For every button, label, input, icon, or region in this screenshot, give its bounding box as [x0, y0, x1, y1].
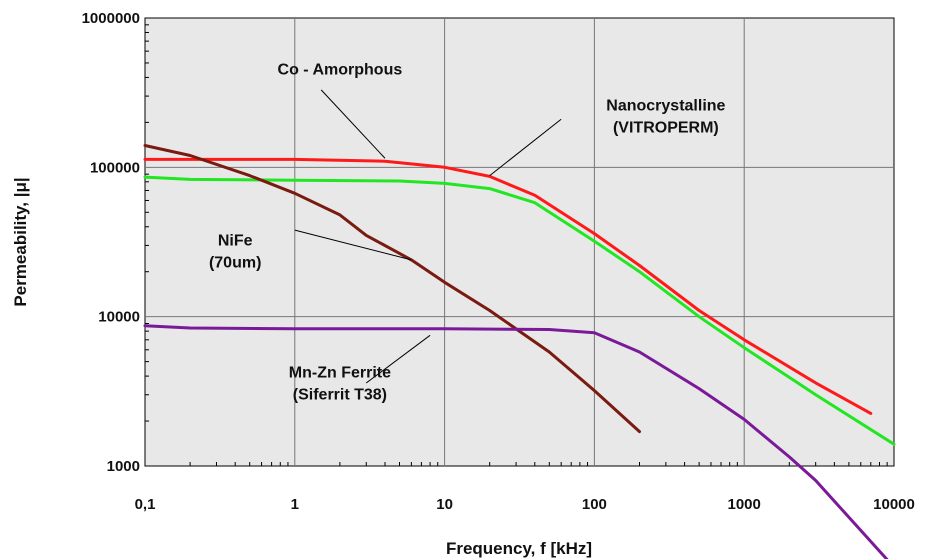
y-tick-label: 1000000	[82, 10, 140, 27]
annotation-co-amorphous-line1: Co - Amorphous	[278, 61, 403, 78]
annotation-mn-zn-ferrite-line2: (Siferrit T38)	[293, 387, 387, 404]
y-axis-title: Permeability, |μ|	[11, 177, 30, 306]
annotation-nife-line1: NiFe	[218, 232, 253, 249]
annotation-nife-line2: (70um)	[209, 254, 261, 271]
annotation-mn-zn-ferrite-line1: Mn-Zn Ferrite	[289, 365, 391, 382]
series-nife	[143, 144, 641, 434]
x-tick-label: 1000	[728, 496, 761, 513]
y-tick-label: 100000	[90, 159, 140, 176]
annotation-nanocrystalline-line1: Nanocrystalline	[606, 98, 725, 115]
annotation-nanocrystalline-line2: (VITROPERM)	[613, 120, 719, 137]
series-mn-zn-ferrite	[143, 324, 889, 559]
annotations: Co - Amorphous Nanocrystalline (VITROPERM)…	[209, 61, 726, 403]
grid	[145, 18, 894, 466]
x-tick-label: 10	[436, 496, 453, 513]
leader-line-co-amorphous	[320, 89, 386, 159]
x-tick-label: 10000	[873, 496, 915, 513]
x-tick-label: 1	[291, 496, 299, 513]
series-nanocrystalline	[143, 175, 896, 446]
x-tick-label: 100	[582, 496, 607, 513]
x-axis-title: Frequency, f [kHz]	[446, 539, 592, 558]
leader-line-nanocrystalline	[489, 118, 562, 177]
leader-line-nife	[294, 229, 412, 261]
leader-line-mn-zn-ferrite	[365, 334, 431, 384]
series-lines	[143, 144, 896, 559]
y-tick-label: 10000	[98, 309, 140, 326]
x-tick-label: 0,1	[135, 496, 156, 513]
plot-area	[144, 17, 895, 467]
y-tick-label: 1000	[107, 458, 140, 475]
series-co-amorphous	[143, 157, 873, 415]
tick-labels: 0,1 1 10 100 1000 10000 1000 10000 100000 1000000	[82, 10, 915, 513]
